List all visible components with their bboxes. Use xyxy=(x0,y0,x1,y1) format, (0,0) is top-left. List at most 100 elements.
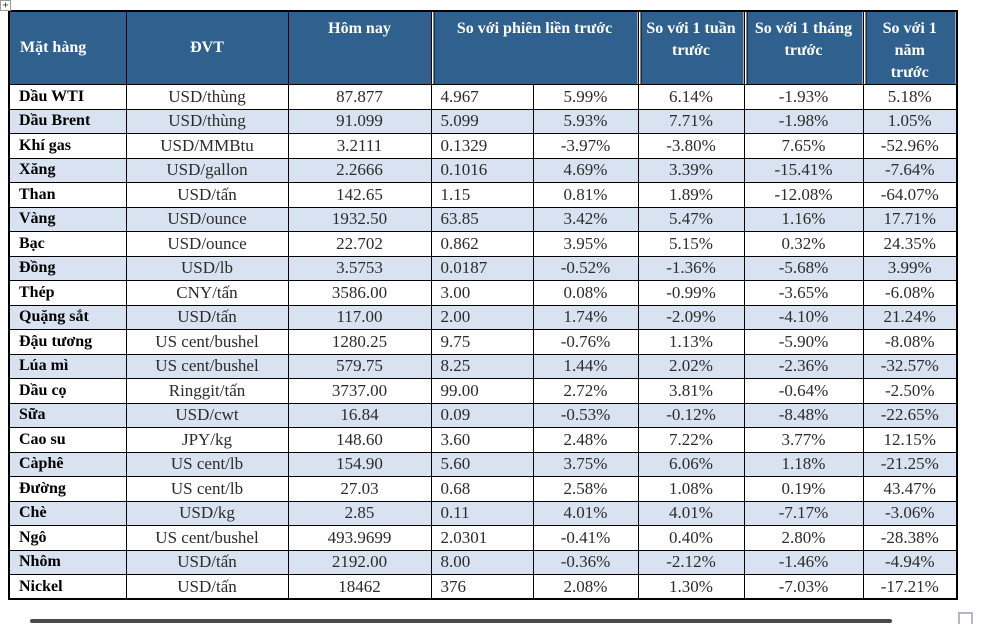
week-pct-cell: -0.12% xyxy=(637,402,745,428)
change-pct-cell: 5.99% xyxy=(532,84,639,110)
month-pct-cell: -5.68% xyxy=(743,255,864,281)
commodity-name-cell: Than xyxy=(8,182,127,208)
unit-cell: USD/thùng xyxy=(125,84,289,110)
table-move-handle[interactable]: + xyxy=(0,0,11,11)
month-pct-cell: 7.65% xyxy=(743,133,864,159)
change-value-cell: 8.25 xyxy=(430,353,534,379)
table-row: Than USD/tấn 142.65 1.15 0.81% 1.89% -12… xyxy=(8,182,958,208)
unit-cell: USD/MMBtu xyxy=(125,133,289,159)
year-pct-cell: -32.57% xyxy=(862,353,958,379)
today-value-cell: 2.85 xyxy=(287,500,432,526)
year-pct-cell: 5.18% xyxy=(862,84,958,110)
year-pct-cell: 12.15% xyxy=(862,427,958,453)
year-pct-cell: 43.47% xyxy=(862,476,958,502)
unit-cell: USD/tấn xyxy=(125,574,289,600)
week-pct-cell: 6.14% xyxy=(637,84,745,110)
month-pct-cell: 3.77% xyxy=(743,427,864,453)
unit-cell: USD/ounce xyxy=(125,206,289,232)
year-pct-cell: -64.07% xyxy=(862,182,958,208)
month-pct-cell: 0.19% xyxy=(743,476,864,502)
change-pct-cell: 3.95% xyxy=(532,231,639,257)
today-value-cell: 1932.50 xyxy=(287,206,432,232)
change-pct-cell: 0.08% xyxy=(532,280,639,306)
commodity-name-cell: Nickel xyxy=(8,574,127,600)
change-value-cell: 3.60 xyxy=(430,427,534,453)
unit-cell: USD/ounce xyxy=(125,231,289,257)
change-value-cell: 3.00 xyxy=(430,280,534,306)
commodity-price-table: Mặt hàng ĐVT Hôm nay So với phiên liền t… xyxy=(8,10,959,600)
unit-cell: USD/thùng xyxy=(125,108,289,134)
month-pct-cell: -2.36% xyxy=(743,353,864,379)
unit-cell: USD/tấn xyxy=(125,549,289,575)
col-header-vs-1-month: So với 1 tháng trước xyxy=(743,10,864,85)
change-value-cell: 376 xyxy=(430,574,534,600)
table-resize-handle[interactable] xyxy=(958,612,973,624)
table-row: Nhôm USD/tấn 2192.00 8.00 -0.36% -2.12% … xyxy=(8,549,958,575)
change-pct-cell: 4.01% xyxy=(532,500,639,526)
commodity-name-cell: Ngô xyxy=(8,525,127,551)
today-value-cell: 16.84 xyxy=(287,402,432,428)
change-value-cell: 0.11 xyxy=(430,500,534,526)
week-pct-cell: -2.12% xyxy=(637,549,745,575)
unit-cell: Ringgit/tấn xyxy=(125,378,289,404)
commodity-name-cell: Cao su xyxy=(8,427,127,453)
month-pct-cell: 0.32% xyxy=(743,231,864,257)
today-value-cell: 3586.00 xyxy=(287,280,432,306)
change-pct-cell: -3.97% xyxy=(532,133,639,159)
month-pct-cell: -1.98% xyxy=(743,108,864,134)
change-value-cell: 0.0187 xyxy=(430,255,534,281)
year-pct-cell: 21.24% xyxy=(862,304,958,330)
unit-cell: US cent/lb xyxy=(125,476,289,502)
month-pct-cell: 1.18% xyxy=(743,451,864,477)
week-pct-cell: 3.81% xyxy=(637,378,745,404)
week-pct-cell: 5.15% xyxy=(637,231,745,257)
today-value-cell: 117.00 xyxy=(287,304,432,330)
table-row: Nickel USD/tấn 18462 376 2.08% 1.30% -7.… xyxy=(8,574,958,600)
table-row: Đồng USD/lb 3.5753 0.0187 -0.52% -1.36% … xyxy=(8,255,958,281)
commodity-name-cell: Bạc xyxy=(8,231,127,257)
table-row: Xăng USD/gallon 2.2666 0.1016 4.69% 3.39… xyxy=(8,157,958,183)
unit-cell: US cent/bushel xyxy=(125,525,289,551)
year-pct-cell: -4.94% xyxy=(862,549,958,575)
unit-cell: US cent/bushel xyxy=(125,353,289,379)
change-value-cell: 0.68 xyxy=(430,476,534,502)
commodity-name-cell: Lúa mì xyxy=(8,353,127,379)
commodity-name-cell: Đậu tương xyxy=(8,329,127,355)
month-pct-cell: -7.03% xyxy=(743,574,864,600)
change-pct-cell: 4.69% xyxy=(532,157,639,183)
week-pct-cell: 1.89% xyxy=(637,182,745,208)
month-pct-cell: 1.16% xyxy=(743,206,864,232)
week-pct-cell: -0.99% xyxy=(637,280,745,306)
unit-cell: USD/tấn xyxy=(125,304,289,330)
unit-cell: USD/cwt xyxy=(125,402,289,428)
today-value-cell: 91.099 xyxy=(287,108,432,134)
week-pct-cell: 4.01% xyxy=(637,500,745,526)
commodity-name-cell: Dầu cọ xyxy=(8,378,127,404)
week-pct-cell: 1.13% xyxy=(637,329,745,355)
week-pct-cell: 5.47% xyxy=(637,206,745,232)
col-header-unit: ĐVT xyxy=(125,10,289,85)
unit-cell: JPY/kg xyxy=(125,427,289,453)
today-value-cell: 142.65 xyxy=(287,182,432,208)
commodity-name-cell: Đường xyxy=(8,476,127,502)
commodity-name-cell: Khí gas xyxy=(8,133,127,159)
year-pct-cell: 17.71% xyxy=(862,206,958,232)
unit-cell: USD/kg xyxy=(125,500,289,526)
today-value-cell: 22.702 xyxy=(287,231,432,257)
change-pct-cell: -0.36% xyxy=(532,549,639,575)
week-pct-cell: 1.30% xyxy=(637,574,745,600)
today-value-cell: 2192.00 xyxy=(287,549,432,575)
table-row: Chè USD/kg 2.85 0.11 4.01% 4.01% -7.17% … xyxy=(8,500,958,526)
week-pct-cell: -2.09% xyxy=(637,304,745,330)
year-pct-cell: -28.38% xyxy=(862,525,958,551)
month-pct-cell: -12.08% xyxy=(743,182,864,208)
today-value-cell: 3737.00 xyxy=(287,378,432,404)
unit-cell: USD/gallon xyxy=(125,157,289,183)
change-pct-cell: 0.81% xyxy=(532,182,639,208)
week-pct-cell: -1.36% xyxy=(637,255,745,281)
today-value-cell: 87.877 xyxy=(287,84,432,110)
today-value-cell: 148.60 xyxy=(287,427,432,453)
table-row: Dầu WTI USD/thùng 87.877 4.967 5.99% 6.1… xyxy=(8,84,958,110)
change-value-cell: 0.1016 xyxy=(430,157,534,183)
year-pct-cell: -8.08% xyxy=(862,329,958,355)
